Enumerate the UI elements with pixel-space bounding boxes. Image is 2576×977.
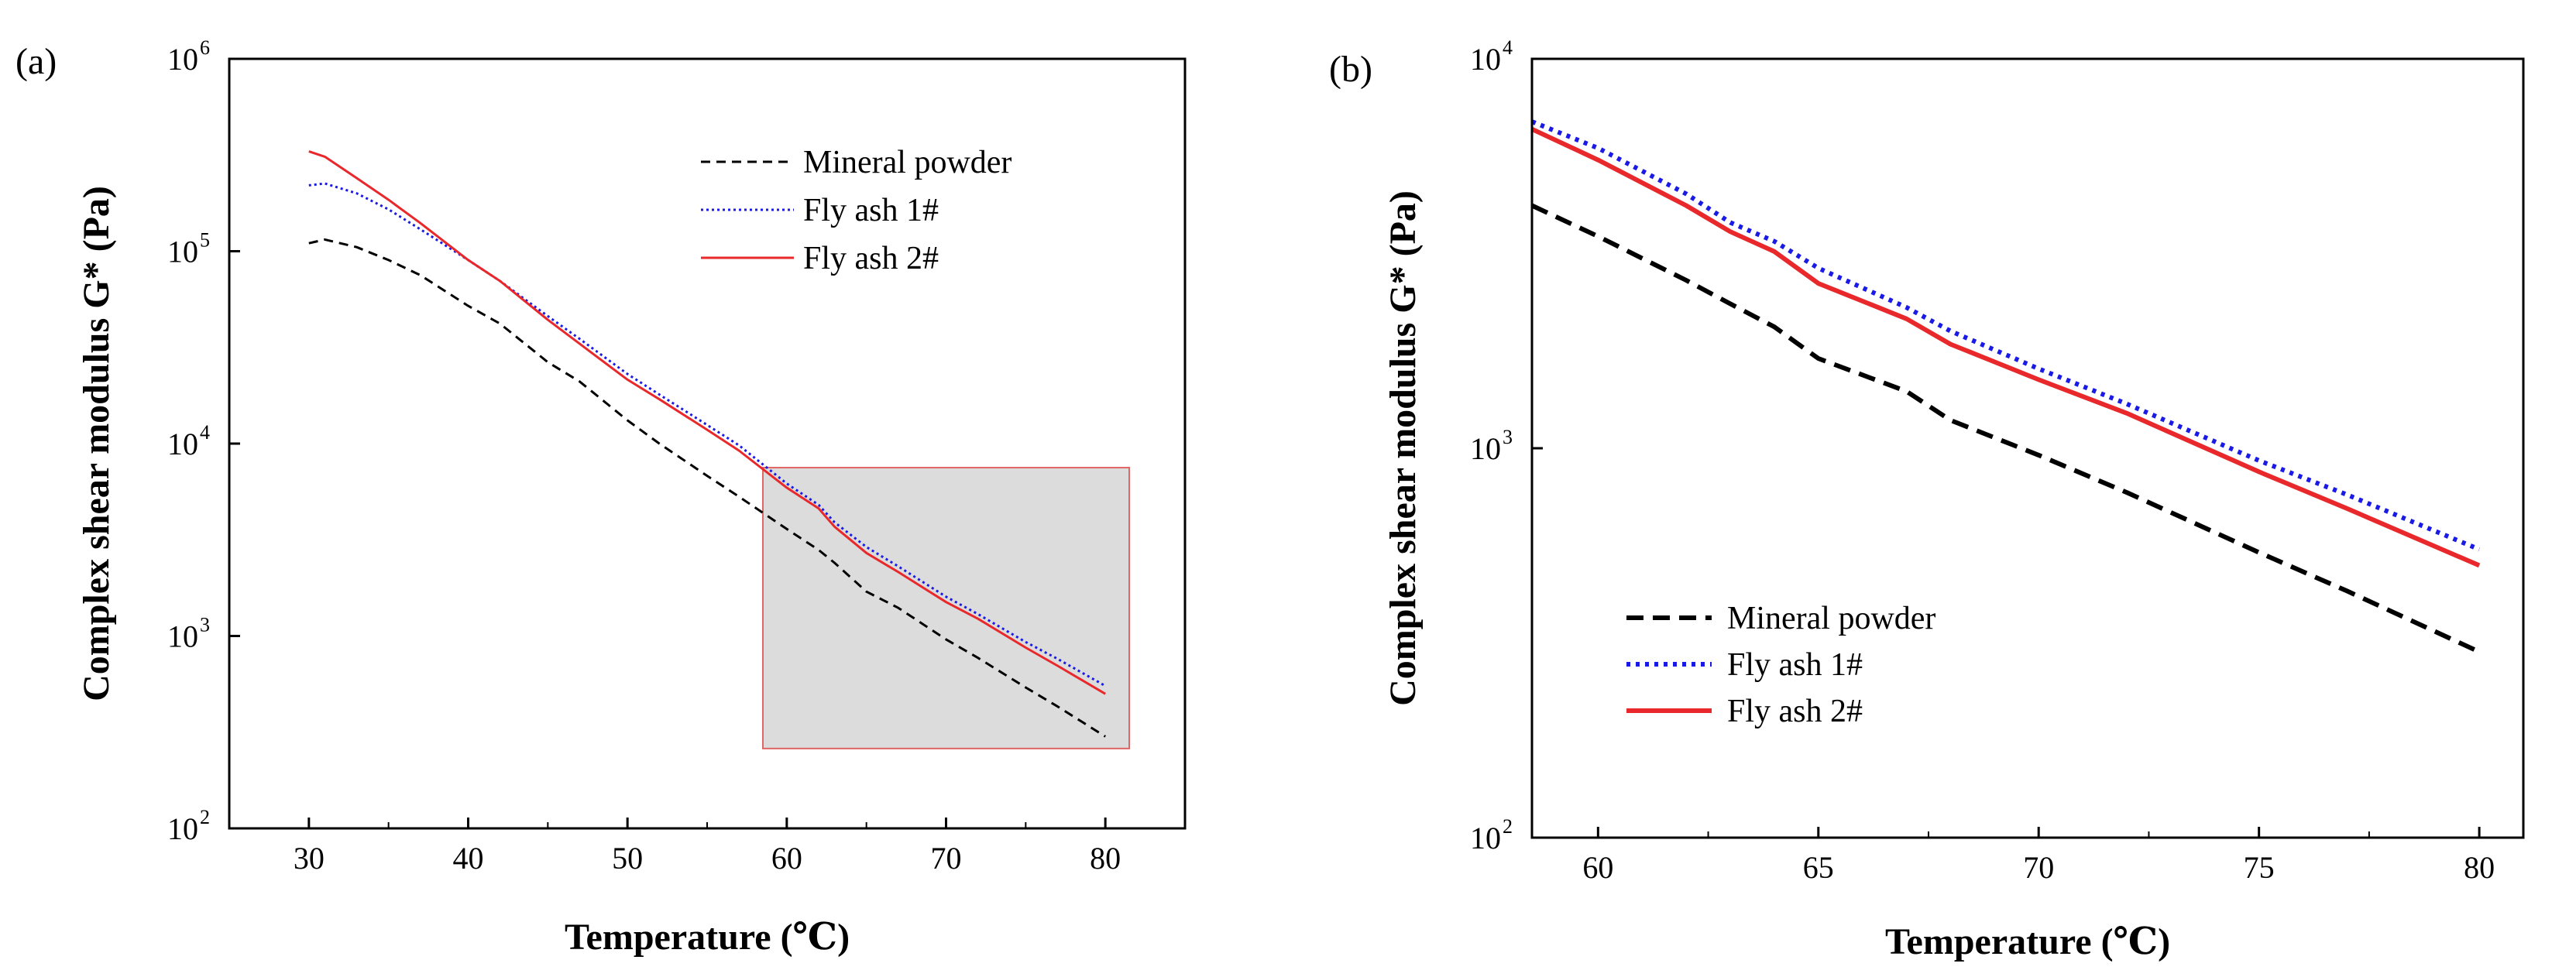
legend-b: Mineral powder Fly ash 1# Fly ash 2# [1626, 601, 1935, 729]
legend-label-mineral-powder: Mineral powder [1727, 601, 1935, 636]
x-axis-label-a: Temperature (℃) [565, 917, 850, 958]
y-axis-label-a: Complex shear modulus G* (Pa) [76, 186, 117, 701]
y-tick-label: 10 [167, 427, 198, 461]
legend-label-fly-ash-2: Fly ash 2# [803, 241, 939, 276]
series-line-fly-ash-1 [1530, 119, 2481, 552]
x-tick-label: 40 [453, 841, 484, 876]
x-axis-label-b: Temperature (℃) [1885, 921, 2170, 962]
x-tick-label: 65 [1803, 850, 1834, 885]
legend-label-fly-ash-1: Fly ash 1# [803, 193, 939, 228]
x-tick-label: 80 [1090, 841, 1121, 876]
series-group-b [1530, 119, 2481, 654]
x-tick-label: 60 [771, 841, 802, 876]
x-tick-label: 60 [1582, 850, 1613, 885]
x-tick-label: 80 [2464, 850, 2495, 885]
series-line-fly-ash-2 [308, 150, 1106, 695]
x-tick-label: 75 [2244, 850, 2275, 885]
y-tick-exponent: 2 [200, 806, 210, 828]
series-group-a [308, 150, 1106, 738]
series-line-fly-ash-1 [308, 182, 1106, 687]
series-line-fly-ash-2 [1530, 127, 2481, 568]
y-tick-label: 10 [1470, 821, 1501, 855]
panel-label-b: (b) [1329, 49, 1372, 90]
y-tick-label: 10 [1470, 42, 1501, 77]
series-line-mineral-powder [308, 238, 1106, 738]
y-axis-label-b: Complex shear modulus G* (Pa) [1382, 190, 1424, 706]
y-tick-label: 10 [167, 619, 198, 654]
legend-a: Mineral powder Fly ash 1# Fly ash 2# [701, 145, 1012, 276]
panel-label-a: (a) [15, 41, 57, 82]
y-tick-label: 10 [1470, 431, 1501, 466]
legend-label-mineral-powder: Mineral powder [803, 145, 1012, 180]
plot-frame-b [1530, 57, 2525, 839]
y-tick-exponent: 2 [1503, 815, 1513, 838]
y-tick-exponent: 5 [200, 229, 210, 252]
legend-label-fly-ash-1: Fly ash 1# [1727, 647, 1863, 683]
x-ticks-b: 60 65 70 75 80 [1582, 827, 2495, 885]
y-tick-exponent: 6 [200, 36, 210, 59]
highlight-region [761, 467, 1131, 749]
y-tick-exponent: 4 [200, 421, 210, 444]
y-tick-exponent: 3 [200, 614, 210, 636]
y-tick-label: 10 [167, 811, 198, 846]
y-tick-label: 10 [167, 235, 198, 269]
legend-label-fly-ash-2: Fly ash 2# [1727, 694, 1863, 729]
y-tick-exponent: 4 [1503, 36, 1513, 59]
x-tick-label: 70 [931, 841, 962, 876]
x-ticks-a: 30 40 50 60 70 80 [228, 818, 1186, 876]
y-tick-label: 10 [167, 42, 198, 77]
highlight-rect [761, 467, 1131, 749]
x-tick-label: 50 [612, 841, 643, 876]
x-tick-label: 30 [294, 841, 325, 876]
x-tick-label: 70 [2023, 850, 2054, 885]
y-tick-exponent: 3 [1503, 426, 1513, 448]
series-line-mineral-powder [1530, 203, 2481, 654]
